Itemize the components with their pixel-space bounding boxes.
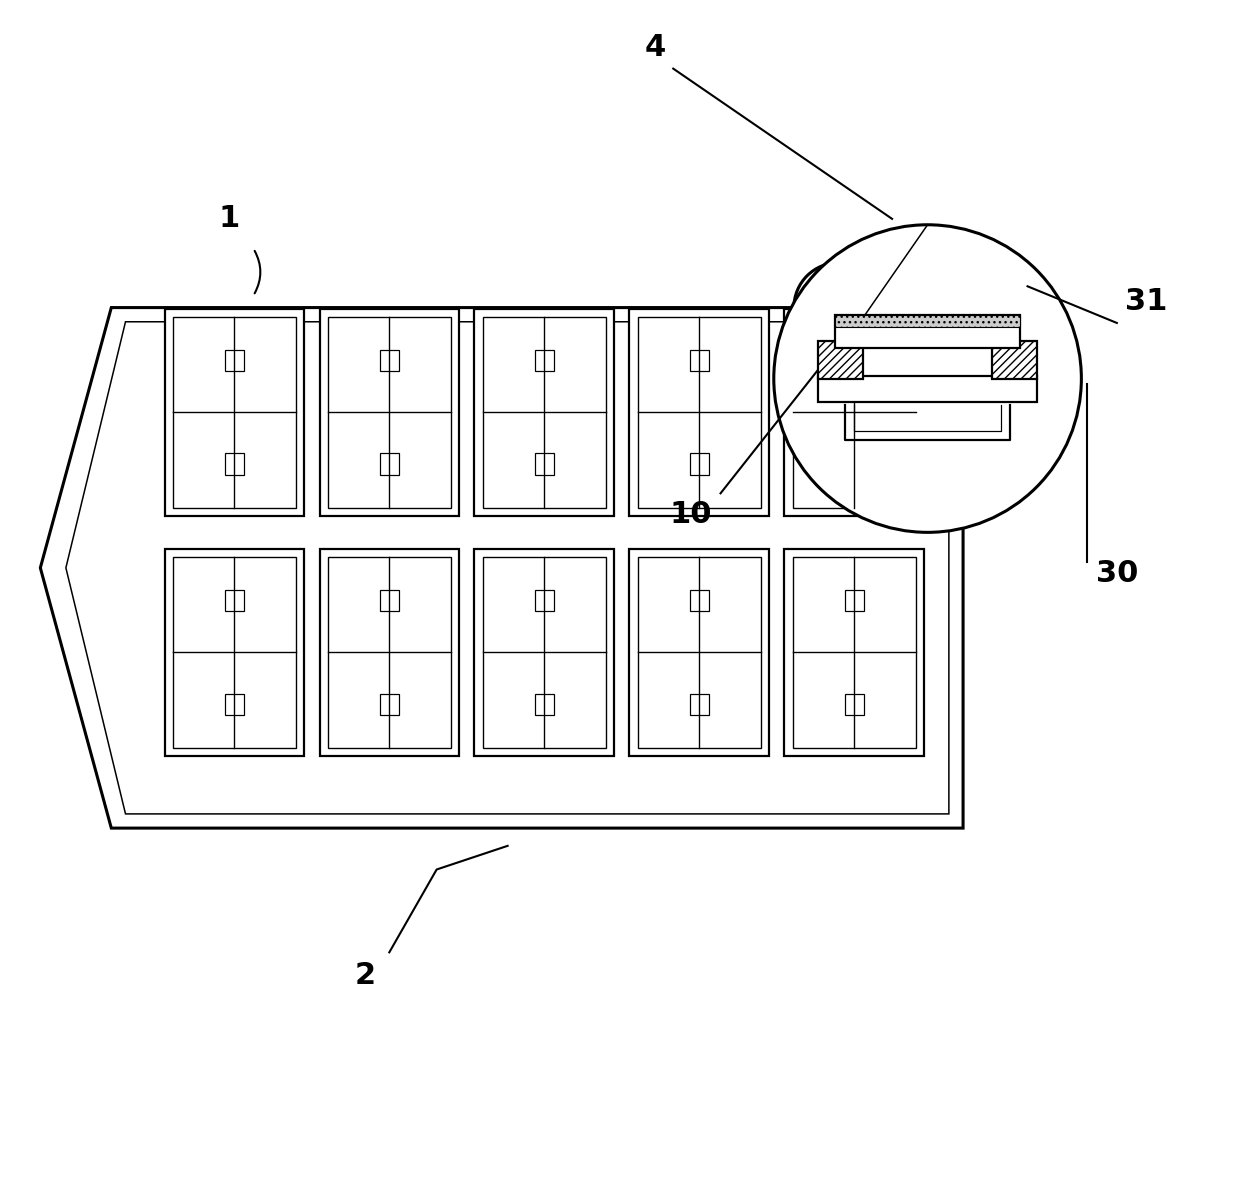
Bar: [792, 557, 916, 748]
Bar: [785, 549, 924, 756]
Text: 1: 1: [219, 205, 241, 233]
Bar: [534, 693, 554, 715]
Bar: [835, 315, 1021, 327]
Bar: [224, 590, 244, 612]
Bar: [835, 315, 1021, 348]
Bar: [224, 693, 244, 715]
Bar: [482, 557, 606, 748]
Bar: [785, 309, 924, 516]
Bar: [818, 376, 1037, 402]
Bar: [844, 350, 864, 371]
Circle shape: [794, 263, 884, 353]
Bar: [172, 557, 296, 748]
Bar: [165, 309, 304, 516]
Bar: [864, 300, 879, 315]
Bar: [844, 590, 864, 612]
Text: 31: 31: [1125, 287, 1168, 316]
Text: 10: 10: [670, 500, 712, 529]
Text: 2: 2: [355, 962, 376, 990]
Bar: [534, 350, 554, 371]
Bar: [637, 557, 761, 748]
Bar: [320, 549, 459, 756]
Bar: [844, 453, 864, 474]
Text: 4: 4: [645, 33, 666, 62]
Bar: [379, 590, 399, 612]
Bar: [992, 341, 1037, 379]
Bar: [534, 453, 554, 474]
Bar: [172, 317, 296, 508]
Bar: [844, 693, 864, 715]
Bar: [637, 317, 761, 508]
Bar: [792, 317, 916, 508]
Bar: [165, 549, 304, 756]
Bar: [799, 297, 815, 318]
Bar: [689, 453, 709, 474]
Bar: [817, 298, 864, 317]
Circle shape: [774, 225, 1081, 532]
Bar: [320, 309, 459, 516]
Bar: [475, 309, 614, 516]
Bar: [818, 341, 863, 379]
Bar: [482, 317, 606, 508]
Bar: [475, 549, 614, 756]
Bar: [689, 350, 709, 371]
Bar: [379, 453, 399, 474]
Bar: [379, 693, 399, 715]
Bar: [379, 350, 399, 371]
Bar: [689, 693, 709, 715]
Bar: [327, 317, 451, 508]
Bar: [224, 453, 244, 474]
Bar: [630, 549, 769, 756]
Bar: [630, 309, 769, 516]
Text: 30: 30: [1096, 560, 1138, 588]
Bar: [689, 590, 709, 612]
Bar: [534, 590, 554, 612]
Bar: [224, 350, 244, 371]
Bar: [327, 557, 451, 748]
